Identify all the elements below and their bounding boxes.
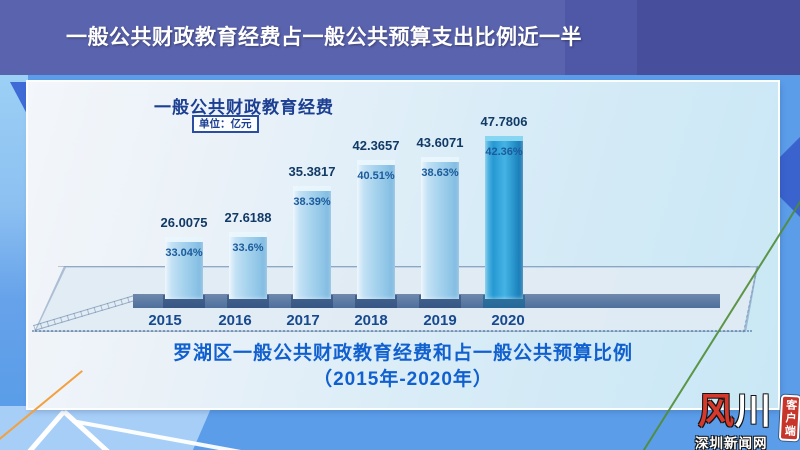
bar-percent-label: 38.63% [421, 167, 459, 179]
bar-value-label: 42.3657 [352, 138, 400, 153]
bar-2016 [229, 232, 267, 299]
year-label-2015: 2015 [148, 312, 182, 329]
banner-shade-mid [565, 0, 637, 75]
logo-site-name: 深圳新闻网 [695, 436, 768, 450]
chart-unit-label: 单位：亿元 [192, 115, 259, 133]
bar-2020 [485, 136, 523, 299]
chart-baseline-band [133, 294, 720, 308]
bar-2019 [421, 157, 459, 299]
year-label-2020: 2020 [491, 312, 525, 329]
year-label-2019: 2019 [423, 312, 457, 329]
bar-percent-label: 38.39% [293, 196, 331, 208]
bar-percent-label: 33.04% [165, 247, 203, 259]
bar-value-label: 35.3817 [288, 164, 336, 179]
bar-value-label: 27.6188 [224, 210, 272, 225]
chart-caption-line1: 罗湖区一般公共财政教育经费和占一般公共预算比例 [172, 343, 633, 364]
bar-value-label: 43.6071 [416, 135, 464, 150]
banner-shade-dark [637, 0, 800, 75]
bar-2017 [293, 186, 331, 299]
background-left-strip [0, 75, 28, 450]
header-banner [0, 0, 800, 75]
shenzhen-news-logo: 风川 深圳新闻网 客户端 [693, 392, 800, 450]
chart-title: 一般公共财政教育经费 [154, 98, 334, 117]
year-label-2016: 2016 [218, 312, 252, 329]
bar-percent-label: 42.36% [485, 146, 523, 158]
chart-floor-front-ticks [32, 330, 752, 332]
bar-value-label: 47.7806 [480, 114, 528, 129]
year-label-2018: 2018 [354, 312, 388, 329]
bar-2015 [165, 237, 203, 299]
headline-title: 一般公共财政教育经费占一般公共预算支出比例近一半 [66, 26, 582, 49]
year-label-2017: 2017 [286, 312, 320, 329]
logo-client-badge: 客户端 [778, 394, 800, 442]
chart-caption-line2: （2015年-2020年） [313, 369, 493, 390]
logo-glyph-icon: 风川 [698, 392, 771, 430]
chart-card: 一般公共财政教育经费 单位：亿元 26.0075 33.04% 2015 27.618… [28, 82, 778, 408]
bar-percent-label: 33.6% [232, 242, 264, 254]
bar-2018 [357, 160, 395, 299]
logo-glyph-left: 风 [698, 390, 735, 431]
bar-value-label: 26.0075 [160, 215, 208, 230]
chart-caption: 罗湖区一般公共财政教育经费和占一般公共预算比例 （2015年-2020年） [28, 341, 778, 393]
logo-glyph-right: 川 [735, 390, 772, 431]
bar-percent-label: 40.51% [357, 170, 395, 182]
